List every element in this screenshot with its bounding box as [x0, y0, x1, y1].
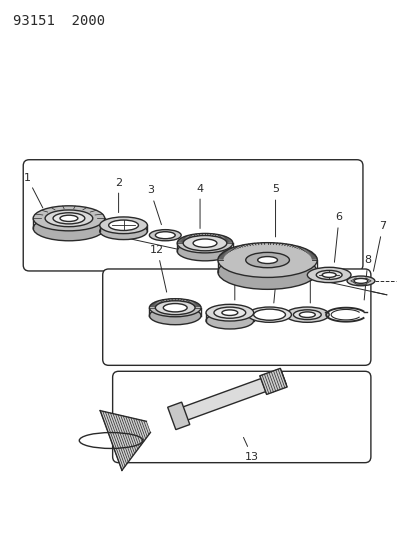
Text: 93151  2000: 93151 2000 [13, 14, 105, 28]
Ellipse shape [45, 210, 93, 227]
Ellipse shape [192, 239, 216, 247]
Text: 2: 2 [115, 177, 122, 213]
Ellipse shape [316, 270, 341, 279]
Ellipse shape [285, 307, 328, 322]
Ellipse shape [149, 306, 201, 325]
Polygon shape [100, 410, 150, 471]
Text: 7: 7 [373, 221, 385, 271]
Text: 5: 5 [271, 184, 278, 237]
Text: 13: 13 [243, 438, 259, 462]
Ellipse shape [155, 301, 195, 314]
Ellipse shape [330, 310, 360, 320]
FancyBboxPatch shape [23, 160, 362, 271]
Text: 9: 9 [306, 260, 313, 303]
Ellipse shape [177, 233, 232, 253]
Text: 11: 11 [227, 255, 241, 300]
Ellipse shape [149, 298, 201, 317]
FancyBboxPatch shape [102, 269, 370, 365]
Ellipse shape [155, 232, 175, 239]
Ellipse shape [33, 216, 104, 241]
Text: 1: 1 [24, 173, 43, 208]
Polygon shape [259, 368, 287, 394]
Ellipse shape [60, 215, 78, 221]
Ellipse shape [299, 312, 315, 318]
Ellipse shape [257, 256, 277, 263]
Ellipse shape [53, 213, 85, 224]
Ellipse shape [206, 312, 253, 329]
Ellipse shape [100, 223, 147, 239]
Polygon shape [167, 402, 189, 430]
Ellipse shape [253, 309, 285, 320]
Ellipse shape [221, 310, 237, 316]
Ellipse shape [177, 241, 232, 261]
Text: 6: 6 [334, 212, 342, 262]
Ellipse shape [183, 236, 226, 251]
Ellipse shape [163, 304, 187, 312]
Polygon shape [178, 371, 285, 422]
Ellipse shape [100, 217, 147, 233]
Ellipse shape [353, 278, 367, 284]
Ellipse shape [293, 310, 320, 320]
Text: 4: 4 [196, 183, 203, 229]
Ellipse shape [217, 255, 316, 289]
Ellipse shape [149, 230, 181, 241]
Ellipse shape [247, 307, 291, 322]
Ellipse shape [306, 267, 350, 282]
Text: 10: 10 [270, 259, 284, 303]
FancyBboxPatch shape [112, 372, 370, 463]
Ellipse shape [206, 304, 253, 321]
Ellipse shape [321, 272, 335, 277]
Text: 12: 12 [150, 245, 166, 292]
Text: 3: 3 [147, 185, 161, 224]
Text: 8: 8 [363, 255, 370, 300]
Ellipse shape [108, 220, 138, 230]
Ellipse shape [346, 276, 374, 286]
Ellipse shape [245, 253, 289, 268]
Ellipse shape [33, 206, 104, 231]
Ellipse shape [214, 307, 245, 318]
Ellipse shape [217, 243, 316, 277]
